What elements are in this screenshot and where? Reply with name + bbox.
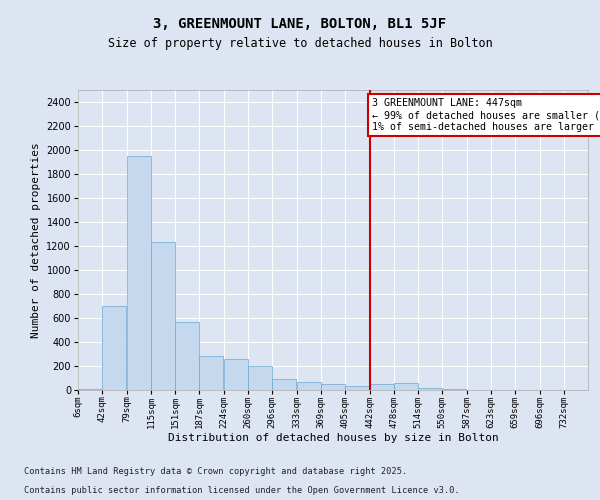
Bar (394, 384, 418, 390)
Bar (78, 389, 102, 390)
Text: 3, GREENMOUNT LANE, BOLTON, BL1 5JF: 3, GREENMOUNT LANE, BOLTON, BL1 5JF (154, 18, 446, 32)
Bar (102, 306, 126, 390)
Bar (272, 379, 296, 390)
Bar (151, 242, 175, 390)
Bar (199, 356, 223, 390)
Bar (175, 322, 199, 390)
Bar (418, 388, 442, 390)
Bar (297, 382, 321, 390)
Bar (370, 384, 394, 390)
Bar (224, 359, 248, 390)
Bar (321, 384, 345, 390)
X-axis label: Distribution of detached houses by size in Bolton: Distribution of detached houses by size … (167, 434, 499, 444)
Bar (345, 386, 369, 390)
Text: 3 GREENMOUNT LANE: 447sqm
← 99% of detached houses are smaller (5,183)
1% of sem: 3 GREENMOUNT LANE: 447sqm ← 99% of detac… (372, 98, 600, 132)
Y-axis label: Number of detached properties: Number of detached properties (31, 142, 41, 338)
Bar (127, 156, 151, 390)
Text: Size of property relative to detached houses in Bolton: Size of property relative to detached ho… (107, 38, 493, 51)
Bar (248, 366, 272, 390)
Text: Contains HM Land Registry data © Crown copyright and database right 2025.: Contains HM Land Registry data © Crown c… (24, 467, 407, 476)
Text: Contains public sector information licensed under the Open Government Licence v3: Contains public sector information licen… (24, 486, 460, 495)
